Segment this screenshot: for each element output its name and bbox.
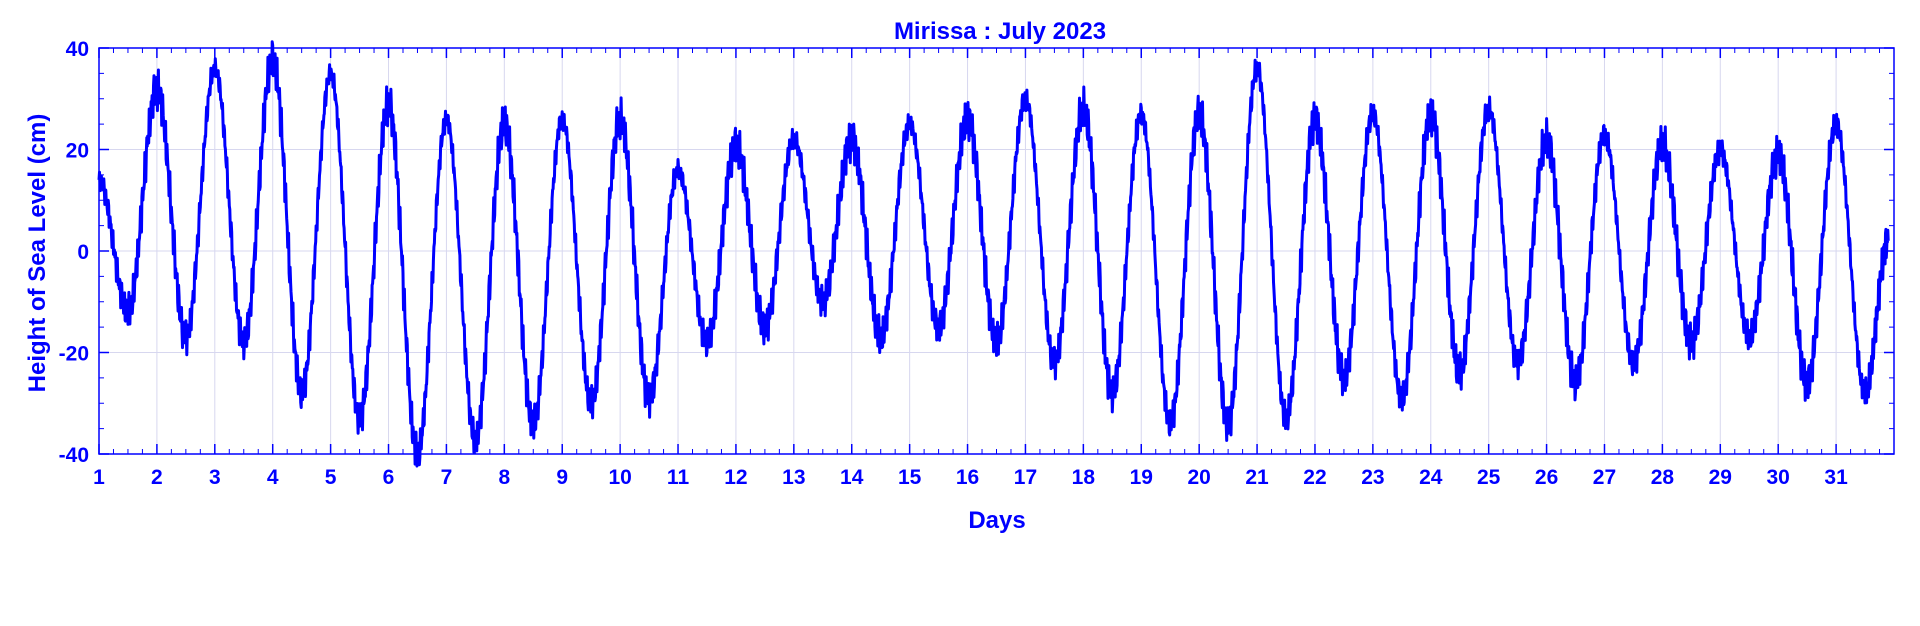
series-layer: [97, 40, 1890, 468]
x-tick-label: 14: [840, 466, 864, 489]
x-tick-label: 16: [956, 466, 979, 489]
x-tick-label: 3: [209, 466, 221, 489]
x-tick-label: 8: [498, 466, 510, 489]
x-tick-label: 19: [1130, 466, 1153, 489]
x-tick-label: 18: [1072, 466, 1096, 489]
x-tick-label: 13: [782, 466, 805, 489]
x-tick-label: 23: [1361, 466, 1384, 489]
x-tick-label: 22: [1303, 466, 1326, 489]
sea-level-series-line: [97, 40, 1890, 468]
x-tick-label: 11: [667, 466, 690, 489]
x-tick-label: 1: [93, 466, 105, 489]
chart-title: Mirissa : July 2023: [894, 18, 1106, 45]
x-tick-label: 24: [1419, 466, 1443, 489]
x-tick-label: 31: [1824, 466, 1848, 489]
x-tick-label: 12: [724, 466, 747, 489]
axis-ticks: [98, 47, 1894, 455]
y-axis-label: Height of Sea Level (cm): [24, 114, 51, 393]
x-tick-label: 29: [1709, 466, 1732, 489]
y-tick-label: 0: [77, 241, 89, 264]
x-tick-label: 10: [608, 466, 631, 489]
x-tick-label: 30: [1767, 466, 1790, 489]
y-tick-label: 20: [66, 140, 89, 163]
y-tick-labels: -40 -20 0 20 40: [59, 38, 89, 467]
plot-frame: [98, 47, 1895, 455]
x-tick-label: 4: [267, 466, 279, 489]
x-tick-label: 15: [898, 466, 922, 489]
x-tick-label: 7: [441, 466, 453, 489]
x-tick-label: 9: [556, 466, 568, 489]
y-tick-label: -40: [59, 444, 89, 467]
x-tick-label: 21: [1245, 466, 1269, 489]
y-tick-label: 40: [66, 38, 89, 61]
x-tick-label: 2: [151, 466, 163, 489]
y-tick-label: -20: [59, 343, 89, 366]
x-tick-label: 5: [325, 466, 337, 489]
x-tick-labels: 1 2 3 4 5 6 7 8 9 10 11 12 13 14 15 16 17 18 19 20 21 22 23 24 2…: [93, 466, 1848, 489]
grid-lines: [98, 47, 1894, 455]
x-axis-label: Days: [968, 507, 1025, 534]
x-tick-label: 17: [1014, 466, 1037, 489]
x-tick-label: 25: [1477, 466, 1501, 489]
x-tick-label: 27: [1593, 466, 1616, 489]
x-tick-label: 6: [383, 466, 395, 489]
x-tick-label: 20: [1187, 466, 1210, 489]
x-tick-label: 28: [1651, 466, 1675, 489]
x-tick-label: 26: [1535, 466, 1558, 489]
